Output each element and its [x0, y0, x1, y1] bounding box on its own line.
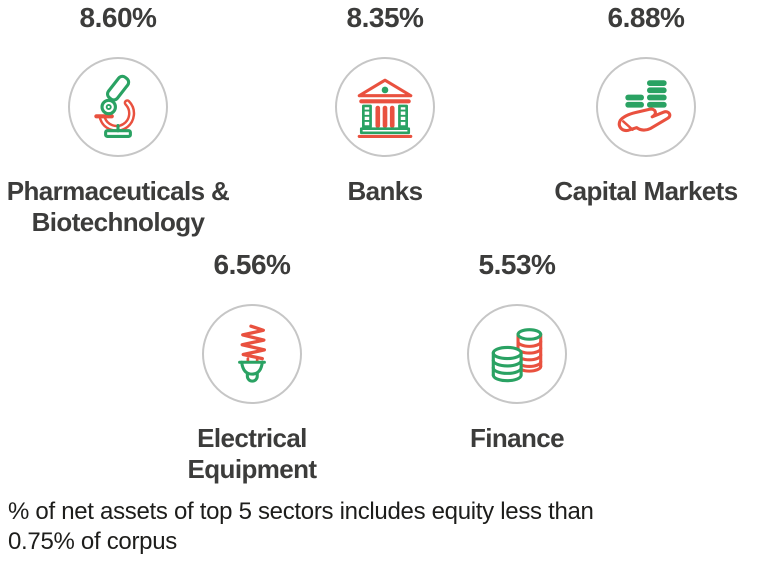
sector-label: Finance: [469, 423, 565, 453]
sector-card-electrical-equipment: 6.56% Electrical Equipment: [134, 249, 370, 485]
icon-circle: [596, 57, 696, 157]
icon-circle: [467, 304, 567, 404]
sector-card-capital-markets: 6.88% Capital Markets: [528, 2, 758, 207]
microscope-icon: [94, 74, 136, 138]
sector-value: 5.53%: [478, 249, 556, 280]
bank-icon: [357, 78, 413, 138]
sector-label: Banks: [347, 176, 423, 206]
footnote-line-2: 0.75% of corpus: [8, 528, 177, 555]
footnote-line-1: % of net assets of top 5 sectors include…: [8, 498, 594, 525]
sector-value: 8.60%: [79, 2, 157, 33]
sector-value: 8.35%: [346, 2, 424, 33]
sector-value: 6.88%: [607, 2, 685, 33]
sector-card-pharmaceuticals-biotechnology: 8.60% Pharmaceuticals & Biotechnology: [0, 2, 236, 238]
icon-circle: [202, 304, 302, 404]
cfl-bulb-icon: [238, 324, 267, 383]
sector-card-finance: 5.53%: [399, 249, 635, 454]
sector-card-banks: 8.35% Banks: [267, 2, 503, 207]
footnote-text: % of net assets of top 5 sectors include…: [8, 497, 752, 557]
icon-circle: [335, 57, 435, 157]
sector-label: Capital Markets: [554, 176, 738, 206]
sector-label: Electrical Equipment: [187, 423, 318, 484]
hand-coins-icon: [617, 80, 672, 133]
icon-circle: [68, 57, 168, 157]
coin-stacks-icon: [491, 328, 543, 383]
sector-label: Pharmaceuticals & Biotechnology: [6, 176, 230, 237]
sector-value: 6.56%: [213, 249, 291, 280]
